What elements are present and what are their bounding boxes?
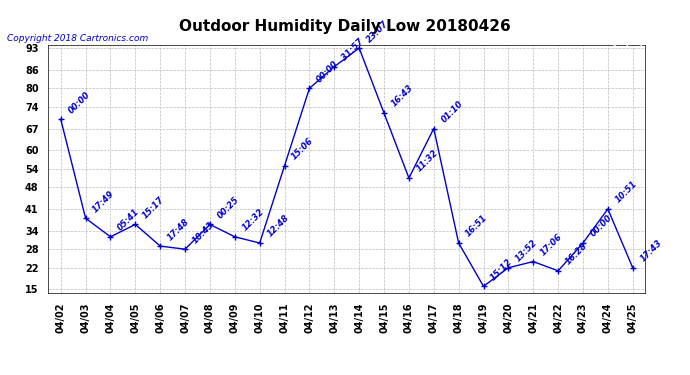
Text: 11:32: 11:32 <box>415 148 440 174</box>
Text: 12:48: 12:48 <box>265 213 290 239</box>
Text: 31:57: 31:57 <box>340 37 365 63</box>
Text: 15:12: 15:12 <box>489 257 515 282</box>
Text: 17:06: 17:06 <box>539 232 564 257</box>
Text: 12:32: 12:32 <box>240 207 266 232</box>
Text: 10:51: 10:51 <box>613 179 639 205</box>
Text: 16:51: 16:51 <box>464 213 490 239</box>
Text: 17:43: 17:43 <box>638 238 664 264</box>
Text: 00:00: 00:00 <box>315 59 340 84</box>
Text: 23:07: 23:07 <box>365 18 390 44</box>
Text: 17:48: 17:48 <box>166 216 191 242</box>
Text: 00:00: 00:00 <box>66 90 92 115</box>
Text: Humidity  (%): Humidity (%) <box>568 37 643 47</box>
Text: 17:49: 17:49 <box>91 189 117 214</box>
Text: 10:43: 10:43 <box>190 220 216 245</box>
Text: 16:43: 16:43 <box>390 84 415 109</box>
Text: 00:00: 00:00 <box>589 213 614 239</box>
Text: Copyright 2018 Cartronics.com: Copyright 2018 Cartronics.com <box>7 34 148 43</box>
Text: 16:28: 16:28 <box>564 241 589 267</box>
Text: Outdoor Humidity Daily Low 20180426: Outdoor Humidity Daily Low 20180426 <box>179 19 511 34</box>
Text: 13:52: 13:52 <box>514 238 540 264</box>
Text: 05:41: 05:41 <box>116 207 141 232</box>
Text: 01:10: 01:10 <box>440 99 464 124</box>
Text: 15:06: 15:06 <box>290 136 315 162</box>
Text: 15:17: 15:17 <box>141 195 166 220</box>
Text: 00:25: 00:25 <box>215 195 241 220</box>
